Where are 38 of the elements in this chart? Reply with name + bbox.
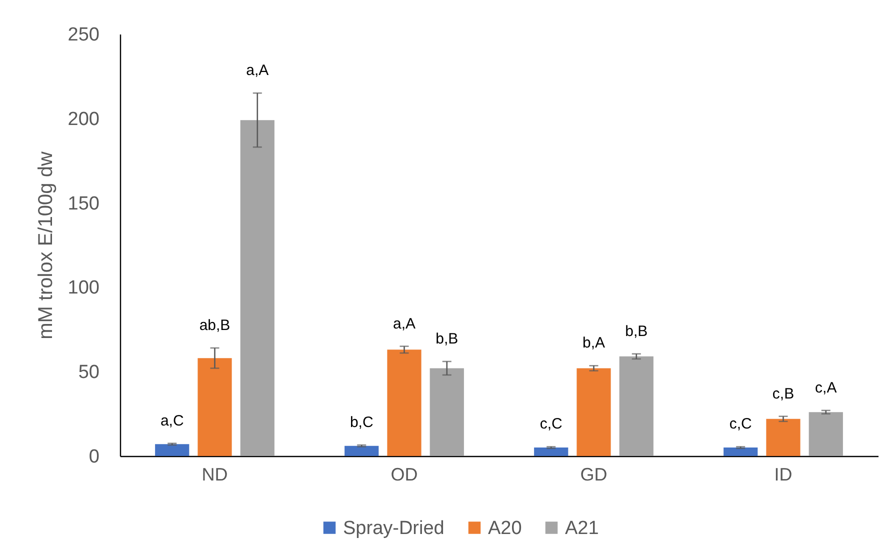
y-tick-label: 150 [68,193,100,214]
data-label: a,C [160,412,184,430]
data-label: c,C [540,416,563,433]
data-label: a,A [246,62,269,80]
y-tick-label: 200 [68,108,100,130]
data-label: a,A [392,315,416,332]
data-label: c,C [729,416,752,433]
x-tick-label: OD [390,464,418,484]
data-label: ab,B [199,316,230,334]
data-label: b,B [625,322,648,340]
bar [344,446,379,456]
bar [198,358,232,456]
bar [724,448,758,456]
legend-label: A20 [488,518,522,539]
y-tick-label: 50 [78,362,100,384]
bar [766,418,800,456]
y-tick-label: 250 [68,24,100,46]
bar [240,120,274,456]
data-label: c,B [772,385,794,402]
data-label: c,A [815,379,837,396]
x-tick-label: ID [774,464,792,484]
y-tick-label: 100 [68,278,100,299]
bar [430,368,464,456]
data-label: b,C [350,414,374,432]
bar [155,444,190,456]
bar [387,350,422,456]
bar [808,412,843,456]
data-label: b,A [582,334,606,352]
y-tick-label: 0 [88,446,100,468]
x-tick-label: ND [202,464,228,484]
y-axis-title: mM trolox E/100g dw [34,151,57,340]
legend-label: A21 [565,518,599,539]
x-tick-label: GD [580,464,608,484]
bar [576,368,611,456]
bar [534,448,568,456]
data-label: b,B [436,330,458,348]
legend-label: Spray-Dried [343,518,444,539]
bar [619,356,654,456]
